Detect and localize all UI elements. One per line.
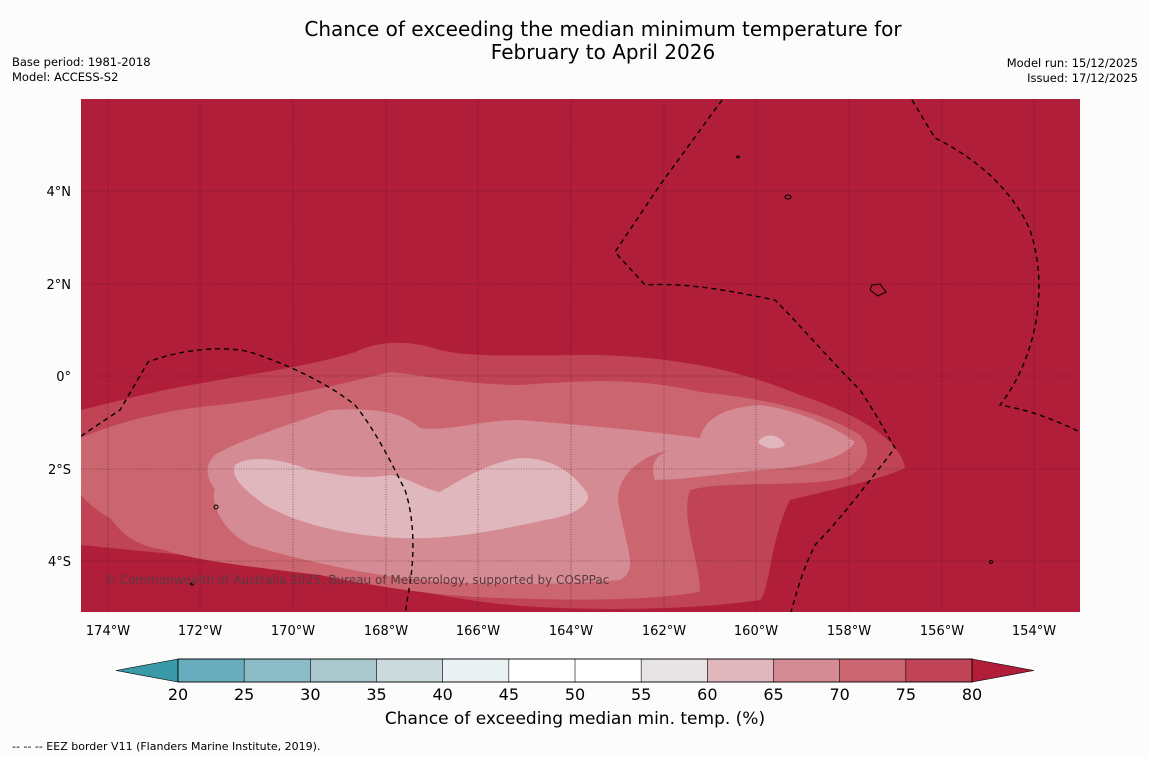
colorbar-tick-label: 80 — [961, 685, 983, 704]
issued-date: Issued: 17/12/2025 — [1027, 71, 1138, 85]
colorbar — [115, 658, 1035, 683]
colorbar-segments — [177, 658, 973, 683]
colorbar-tick-label: 20 — [167, 685, 189, 704]
colorbar-segment — [508, 658, 576, 683]
colorbar-tick-label: 45 — [498, 685, 520, 704]
colorbar-low-extension — [115, 658, 179, 683]
colorbar-tick-label: 30 — [300, 685, 321, 704]
meta-right: Model run: 15/12/2025 Issued: 17/12/2025 — [1007, 56, 1138, 86]
lon-label: 156°W — [920, 624, 964, 639]
colorbar-tick-label: 70 — [829, 685, 850, 704]
colorbar-segment — [905, 658, 973, 683]
colorbar-segment — [574, 658, 642, 683]
eez-legend: -- -- -- EEZ border V11 (Flanders Marine… — [12, 740, 321, 753]
colorbar-high-extension — [971, 658, 1035, 683]
colorbar-segment — [243, 658, 312, 683]
lat-label: 0° — [56, 370, 71, 385]
lon-label: 158°W — [827, 624, 871, 639]
base-period: Base period: 1981-2018 — [12, 55, 151, 69]
colorbar-tick-label: 60 — [697, 685, 718, 704]
colorbar-segment — [376, 658, 444, 683]
map-title: Chance of exceeding the median minimum t… — [0, 18, 1150, 64]
lon-label: 174°W — [86, 624, 130, 639]
lon-label: 164°W — [549, 624, 593, 639]
lon-label: 166°W — [456, 624, 500, 639]
colorbar-segment — [177, 658, 245, 683]
meta-left: Base period: 1981-2018 Model: ACCESS-S2 — [12, 55, 151, 85]
colorbar-tick-label: 75 — [895, 685, 917, 704]
lon-label: 154°W — [1012, 624, 1056, 639]
contour-60-65-small — [758, 435, 785, 449]
title-line-2: February to April 2026 — [490, 40, 716, 64]
lon-label: 170°W — [271, 624, 315, 639]
lat-label: 4°S — [48, 555, 71, 570]
colorbar-tick-label: 50 — [564, 685, 586, 704]
eez-borders — [81, 99, 1080, 612]
map-plot — [81, 99, 1080, 612]
colorbar-segment — [310, 658, 378, 683]
lon-label: 162°W — [642, 624, 686, 639]
colorbar-tick-label: 55 — [630, 685, 652, 704]
model-run: Model run: 15/12/2025 — [1006, 56, 1138, 70]
colorbar-tick-label: 25 — [233, 685, 255, 704]
lat-label: 2°N — [47, 278, 72, 293]
colorbar-frame — [177, 658, 973, 683]
contour-60-65 — [234, 458, 589, 539]
colorbar-title: Chance of exceeding median min. temp. (%… — [384, 709, 766, 729]
lat-label: 2°S — [48, 463, 71, 478]
lon-label: 168°W — [364, 624, 408, 639]
lat-label: 4°N — [47, 185, 72, 200]
colorbar-segment — [839, 658, 907, 683]
graticule — [81, 99, 1080, 612]
colorbar-tick-label: 65 — [763, 685, 784, 704]
colorbar-segment — [442, 658, 510, 683]
copyright-notice: © Commonwealth of Australia 2025, Bureau… — [104, 573, 610, 587]
lon-label: 172°W — [178, 624, 222, 639]
model-name: Model: ACCESS-S2 — [12, 70, 119, 84]
colorbar-segment — [707, 658, 775, 683]
colorbar-segment — [640, 658, 709, 683]
lon-label: 160°W — [734, 624, 778, 639]
colorbar-tick-label: 40 — [432, 685, 453, 704]
title-line-1: Chance of exceeding the median minimum t… — [304, 17, 902, 41]
colorbar-segment — [773, 658, 841, 683]
islands — [190, 155, 993, 586]
colorbar-tick-label: 35 — [366, 685, 387, 704]
axis-labels: 174°W 172°W 170°W 168°W 166°W 164°W 162°… — [47, 185, 1057, 639]
